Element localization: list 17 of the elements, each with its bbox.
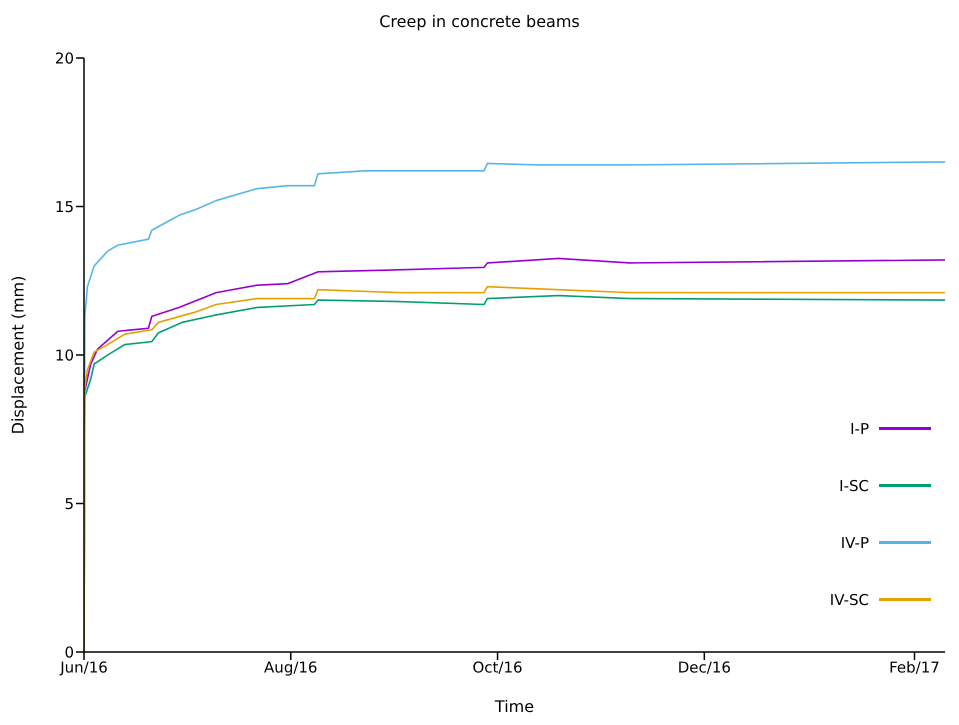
y-tick-label: 20 [54, 49, 74, 68]
y-axis-title: Displacement (mm) [8, 276, 28, 434]
y-tick-label: 0 [64, 643, 74, 662]
x-tick-label: Dec/16 [678, 658, 731, 677]
x-tick-label: Feb/17 [889, 658, 940, 677]
legend-label: IV-SC [830, 590, 869, 608]
x-axis-title: Time [494, 697, 534, 716]
y-tick-label: 5 [64, 494, 74, 513]
x-tick-label: Jun/16 [59, 658, 108, 677]
chart-title: Creep in concrete beams [378, 11, 581, 33]
legend-label: I-SC [839, 476, 869, 494]
y-tick-label: 10 [54, 346, 74, 364]
y-tick-label: 15 [54, 198, 74, 216]
x-tick-label: Aug/16 [264, 658, 318, 677]
x-tick-label: Oct/16 [472, 658, 523, 677]
legend-label: IV-P [840, 534, 869, 552]
legend-label: I-P [850, 420, 869, 438]
